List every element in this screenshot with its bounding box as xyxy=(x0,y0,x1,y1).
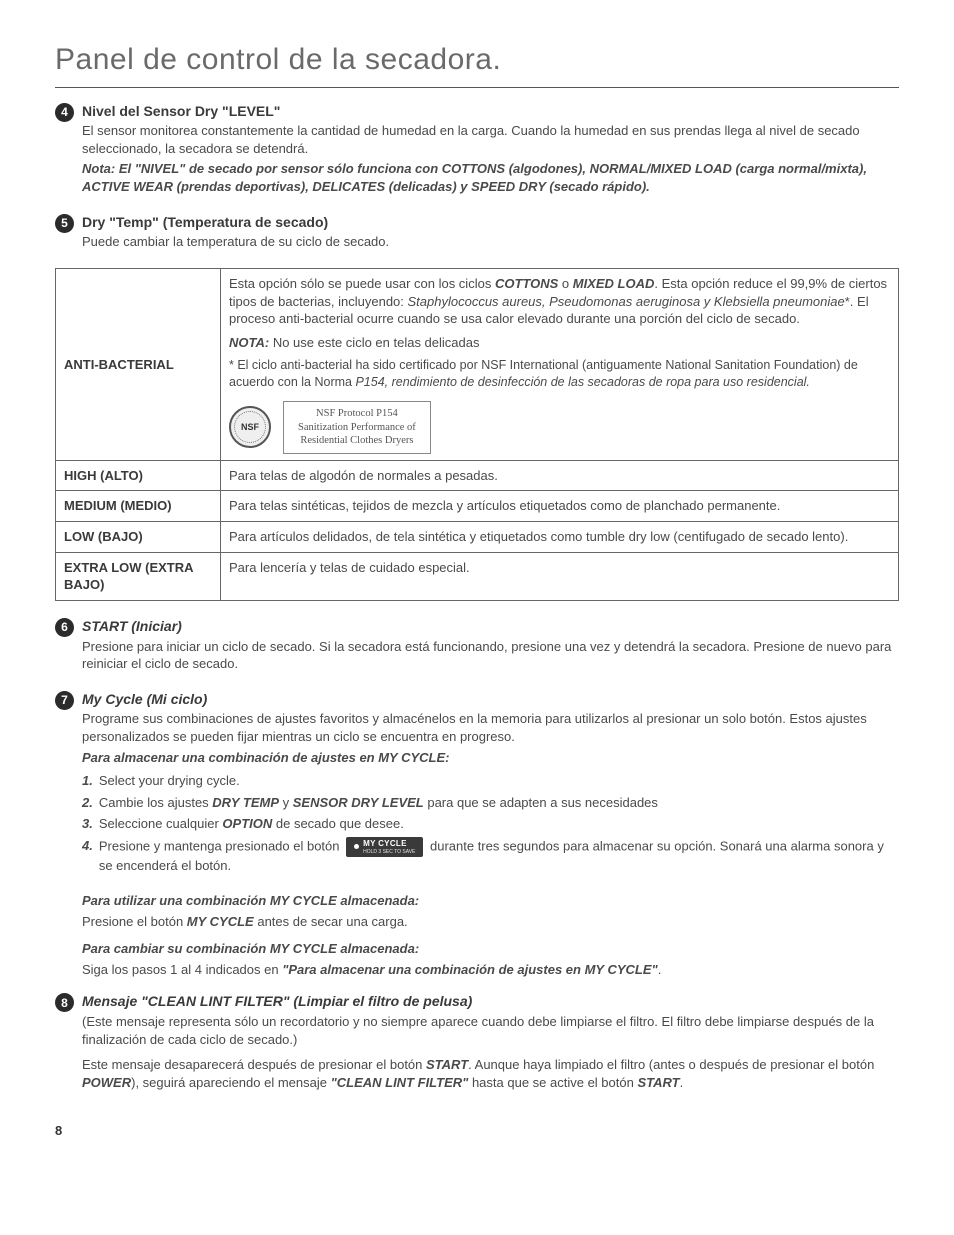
section-dry-temp: 5 Dry "Temp" (Temperatura de secado) Pue… xyxy=(55,213,899,254)
step-2: 2.Cambie los ajustes DRY TEMP y SENSOR D… xyxy=(82,794,899,812)
section-start: 6 START (Iniciar) Presione para iniciar … xyxy=(55,617,899,676)
table-row: LOW (BAJO) Para artículos delidados, de … xyxy=(56,521,899,552)
use-heading: Para utilizar una combinación MY CYCLE a… xyxy=(82,892,899,910)
table-row: MEDIUM (MEDIO) Para telas sintéticas, te… xyxy=(56,491,899,522)
temp-desc: Esta opción sólo se puede usar con los c… xyxy=(221,269,899,461)
section4-p1: El sensor monitorea constantemente la ca… xyxy=(82,122,899,157)
step-1: 1.Select your drying cycle. xyxy=(82,772,899,790)
section4-title: Nivel del Sensor Dry "LEVEL" xyxy=(82,102,899,121)
section8-p1: (Este mensaje representa sólo un recorda… xyxy=(82,1013,899,1048)
nsf-certification: NSF NSF Protocol P154 Sanitization Perfo… xyxy=(229,401,890,454)
temperature-table: ANTI-BACTERIAL Esta opción sólo se puede… xyxy=(55,268,899,601)
temp-desc: Para artículos delidados, de tela sintét… xyxy=(221,521,899,552)
badge-6: 6 xyxy=(55,618,74,637)
section-clean-lint-filter: 8 Mensaje "CLEAN LINT FILTER" (Limpiar e… xyxy=(55,992,899,1094)
table-row: EXTRA LOW (EXTRA BAJO) Para lencería y t… xyxy=(56,552,899,600)
temp-label: ANTI-BACTERIAL xyxy=(56,269,221,461)
page-title: Panel de control de la secadora. xyxy=(55,40,899,88)
temp-desc: Para telas de algodón de normales a pesa… xyxy=(221,460,899,491)
use-text: Presione el botón MY CYCLE antes de seca… xyxy=(82,913,899,931)
nsf-badge-icon: NSF xyxy=(229,406,271,448)
nsf-protocol-box: NSF Protocol P154 Sanitization Performan… xyxy=(283,401,431,454)
section-my-cycle: 7 My Cycle (Mi ciclo) Programe sus combi… xyxy=(55,690,899,979)
section6-title: START (Iniciar) xyxy=(82,617,899,636)
page-number: 8 xyxy=(55,1122,899,1140)
step-4: 4.Presione y mantenga presionado el botó… xyxy=(82,837,899,874)
table-row: ANTI-BACTERIAL Esta opción sólo se puede… xyxy=(56,269,899,461)
section7-title: My Cycle (Mi ciclo) xyxy=(82,690,899,709)
store-heading: Para almacenar una combinación de ajuste… xyxy=(82,749,899,767)
badge-7: 7 xyxy=(55,691,74,710)
section6-p1: Presione para iniciar un ciclo de secado… xyxy=(82,638,899,673)
temp-label: HIGH (ALTO) xyxy=(56,460,221,491)
temp-label: LOW (BAJO) xyxy=(56,521,221,552)
change-heading: Para cambiar su combinación MY CYCLE alm… xyxy=(82,940,899,958)
section-sensor-level: 4 Nivel del Sensor Dry "LEVEL" El sensor… xyxy=(55,102,899,199)
temp-desc: Para telas sintéticas, tejidos de mezcla… xyxy=(221,491,899,522)
my-cycle-button-icon: MY CYCLEHOLD 3 SEC TO SAVE xyxy=(346,837,423,857)
temp-desc: Para lencería y telas de cuidado especia… xyxy=(221,552,899,600)
section4-note: Nota: El "NIVEL" de secado por sensor só… xyxy=(82,160,899,195)
section8-p2: Este mensaje desaparecerá después de pre… xyxy=(82,1056,899,1091)
my-cycle-steps: 1.Select your drying cycle. 2.Cambie los… xyxy=(82,772,899,874)
change-text: Siga los pasos 1 al 4 indicados en "Para… xyxy=(82,961,899,979)
step-3: 3.Seleccione cualquier OPTION de secado … xyxy=(82,815,899,833)
temp-label: EXTRA LOW (EXTRA BAJO) xyxy=(56,552,221,600)
section5-p1: Puede cambiar la temperatura de su ciclo… xyxy=(82,233,899,251)
badge-4: 4 xyxy=(55,103,74,122)
table-row: HIGH (ALTO) Para telas de algodón de nor… xyxy=(56,460,899,491)
section5-title: Dry "Temp" (Temperatura de secado) xyxy=(82,213,899,232)
section8-title: Mensaje "CLEAN LINT FILTER" (Limpiar el … xyxy=(82,992,899,1011)
temp-label: MEDIUM (MEDIO) xyxy=(56,491,221,522)
section7-p1: Programe sus combinaciones de ajustes fa… xyxy=(82,710,899,745)
badge-8: 8 xyxy=(55,993,74,1012)
badge-5: 5 xyxy=(55,214,74,233)
